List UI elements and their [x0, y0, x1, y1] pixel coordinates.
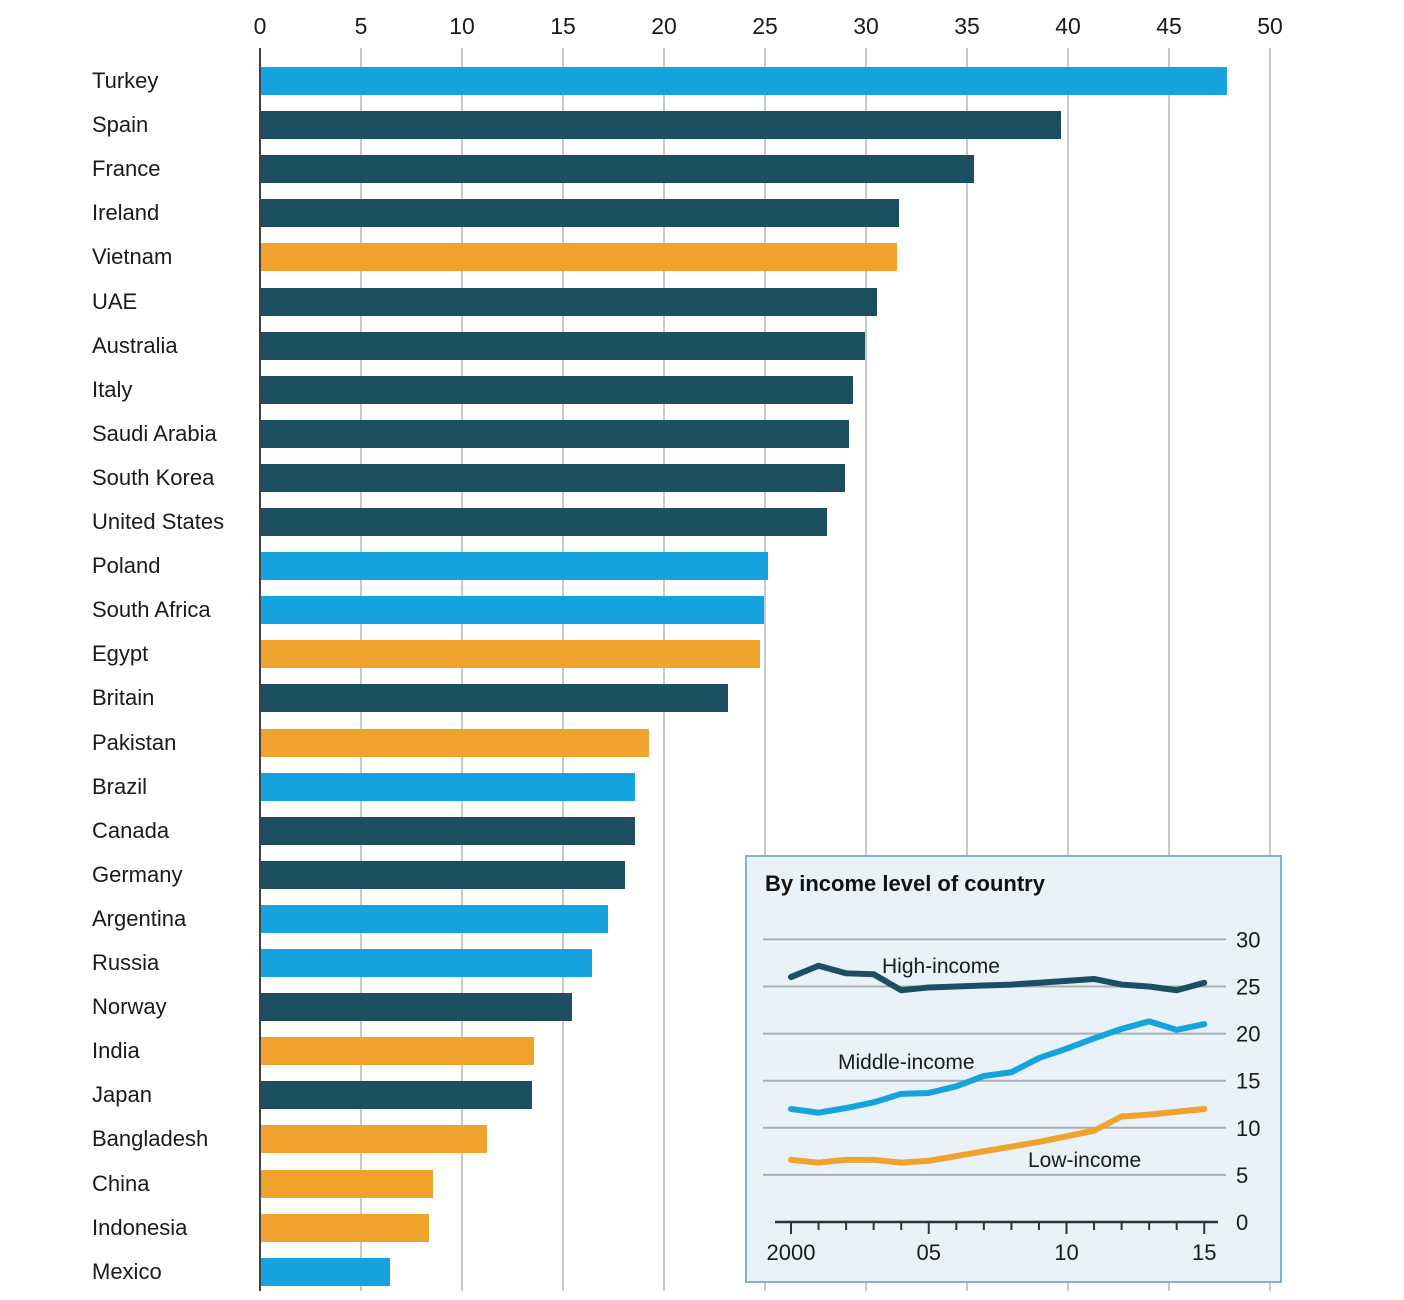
category-label: Brazil [92, 773, 148, 799]
bar [261, 67, 1227, 95]
bar [261, 949, 593, 977]
category-label: Saudi Arabia [92, 420, 217, 446]
category-label: Bangladesh [92, 1126, 209, 1152]
category-label: South Korea [92, 464, 215, 490]
inset-y-tick-label: 25 [1236, 975, 1260, 1000]
x-axis-tick-label: 40 [1055, 13, 1081, 39]
bar [261, 1037, 534, 1066]
bar [261, 772, 635, 801]
x-axis-tick-label: 35 [954, 13, 980, 39]
category-label: Poland [92, 553, 161, 579]
category-label: Australia [92, 332, 178, 358]
inset-x-tick-label: 05 [917, 1240, 941, 1265]
category-label: Indonesia [92, 1214, 188, 1240]
category-label: Norway [92, 994, 167, 1020]
bar [261, 419, 849, 448]
category-label: Russia [92, 950, 160, 975]
category-label: United States [92, 509, 225, 534]
bar [261, 1213, 429, 1242]
inset-y-tick-label: 0 [1236, 1210, 1248, 1235]
gridline [461, 48, 463, 1291]
bar [261, 596, 764, 625]
bar [261, 375, 853, 404]
bar [261, 860, 625, 889]
category-label: Ireland [92, 200, 160, 226]
x-axis-tick-label: 20 [651, 13, 677, 39]
x-axis-tick-label: 5 [354, 13, 368, 39]
category-label: China [92, 1170, 150, 1196]
series-label-middle-income: Middle-income [838, 1051, 975, 1074]
gridline [1067, 48, 1069, 1291]
gridline [764, 48, 766, 1291]
inset-x-tick-label: 2000 [767, 1240, 816, 1265]
bar [261, 243, 898, 272]
bar [261, 111, 1061, 140]
bar [261, 904, 609, 933]
bar [261, 728, 649, 757]
bar [261, 993, 573, 1022]
income-line-chart: 30 25 20 15 10 5 0 2000 05 10 15 High-income Middle-… [763, 927, 1260, 1265]
category-label: South Africa [92, 597, 211, 623]
x-axis-tick-label: 0 [253, 13, 267, 39]
line-series-high-income [788, 962, 1208, 994]
category-label: Vietnam [92, 244, 173, 270]
category-label: Italy [92, 376, 133, 402]
category-label: Germany [92, 861, 183, 887]
gridline [865, 48, 867, 1291]
bar [261, 287, 878, 316]
inset-y-tick-label: 5 [1236, 1163, 1248, 1188]
gridline [360, 48, 362, 1291]
category-label: France [92, 156, 161, 182]
category-label: Britain [92, 685, 155, 711]
bar [261, 155, 975, 184]
category-label: India [92, 1038, 140, 1064]
bar [261, 1081, 532, 1110]
inset-y-tick-label: 15 [1236, 1069, 1260, 1094]
category-label: Spain [92, 112, 149, 138]
bar [261, 684, 728, 713]
bar [261, 1257, 391, 1286]
bar [261, 816, 635, 845]
bar [261, 331, 865, 360]
x-axis-tick-label: 10 [449, 13, 475, 39]
income-level-inset: By income level of country 30 25 20 15 10 5 0 2… [745, 855, 1282, 1283]
inset-x-tick-label: 10 [1054, 1240, 1078, 1265]
bar [261, 199, 900, 228]
category-label: Canada [92, 817, 170, 843]
category-label: Argentina [92, 905, 187, 931]
series-label-low-income: Low-income [1028, 1149, 1141, 1172]
inset-x-tick-label: 15 [1192, 1240, 1216, 1265]
category-label: Turkey [92, 68, 159, 93]
bar [261, 552, 769, 581]
category-label: UAE [92, 288, 138, 314]
bar [261, 1125, 488, 1154]
inset-y-tick-label: 30 [1236, 927, 1260, 952]
x-axis-tick-label: 15 [550, 13, 576, 39]
x-axis-tick-label: 25 [752, 13, 778, 39]
inset-y-tick-label: 10 [1236, 1116, 1260, 1141]
inset-y-tick-label: 20 [1236, 1022, 1260, 1047]
gridline [966, 48, 968, 1291]
category-label: Egypt [92, 641, 149, 667]
bar [261, 463, 845, 492]
line-series-low-income [788, 1105, 1208, 1166]
bar [261, 508, 827, 536]
inset-title: By income level of country [765, 871, 1045, 896]
gridline [1269, 48, 1271, 1291]
line-series-middle-income [788, 1018, 1208, 1116]
bar [261, 1169, 433, 1198]
x-axis-tick-label: 30 [853, 13, 879, 39]
zero-axis-line [259, 48, 261, 1291]
series-label-high-income: High-income [882, 955, 1000, 978]
category-label: Pakistan [92, 729, 177, 755]
gridline [1168, 48, 1170, 1291]
category-label: Japan [92, 1082, 152, 1108]
bar [261, 640, 760, 669]
category-label: Mexico [92, 1258, 162, 1284]
x-axis-tick-label: 50 [1257, 13, 1283, 39]
gridline [562, 48, 564, 1291]
gridline [663, 48, 665, 1291]
x-axis-tick-label: 45 [1156, 13, 1182, 39]
